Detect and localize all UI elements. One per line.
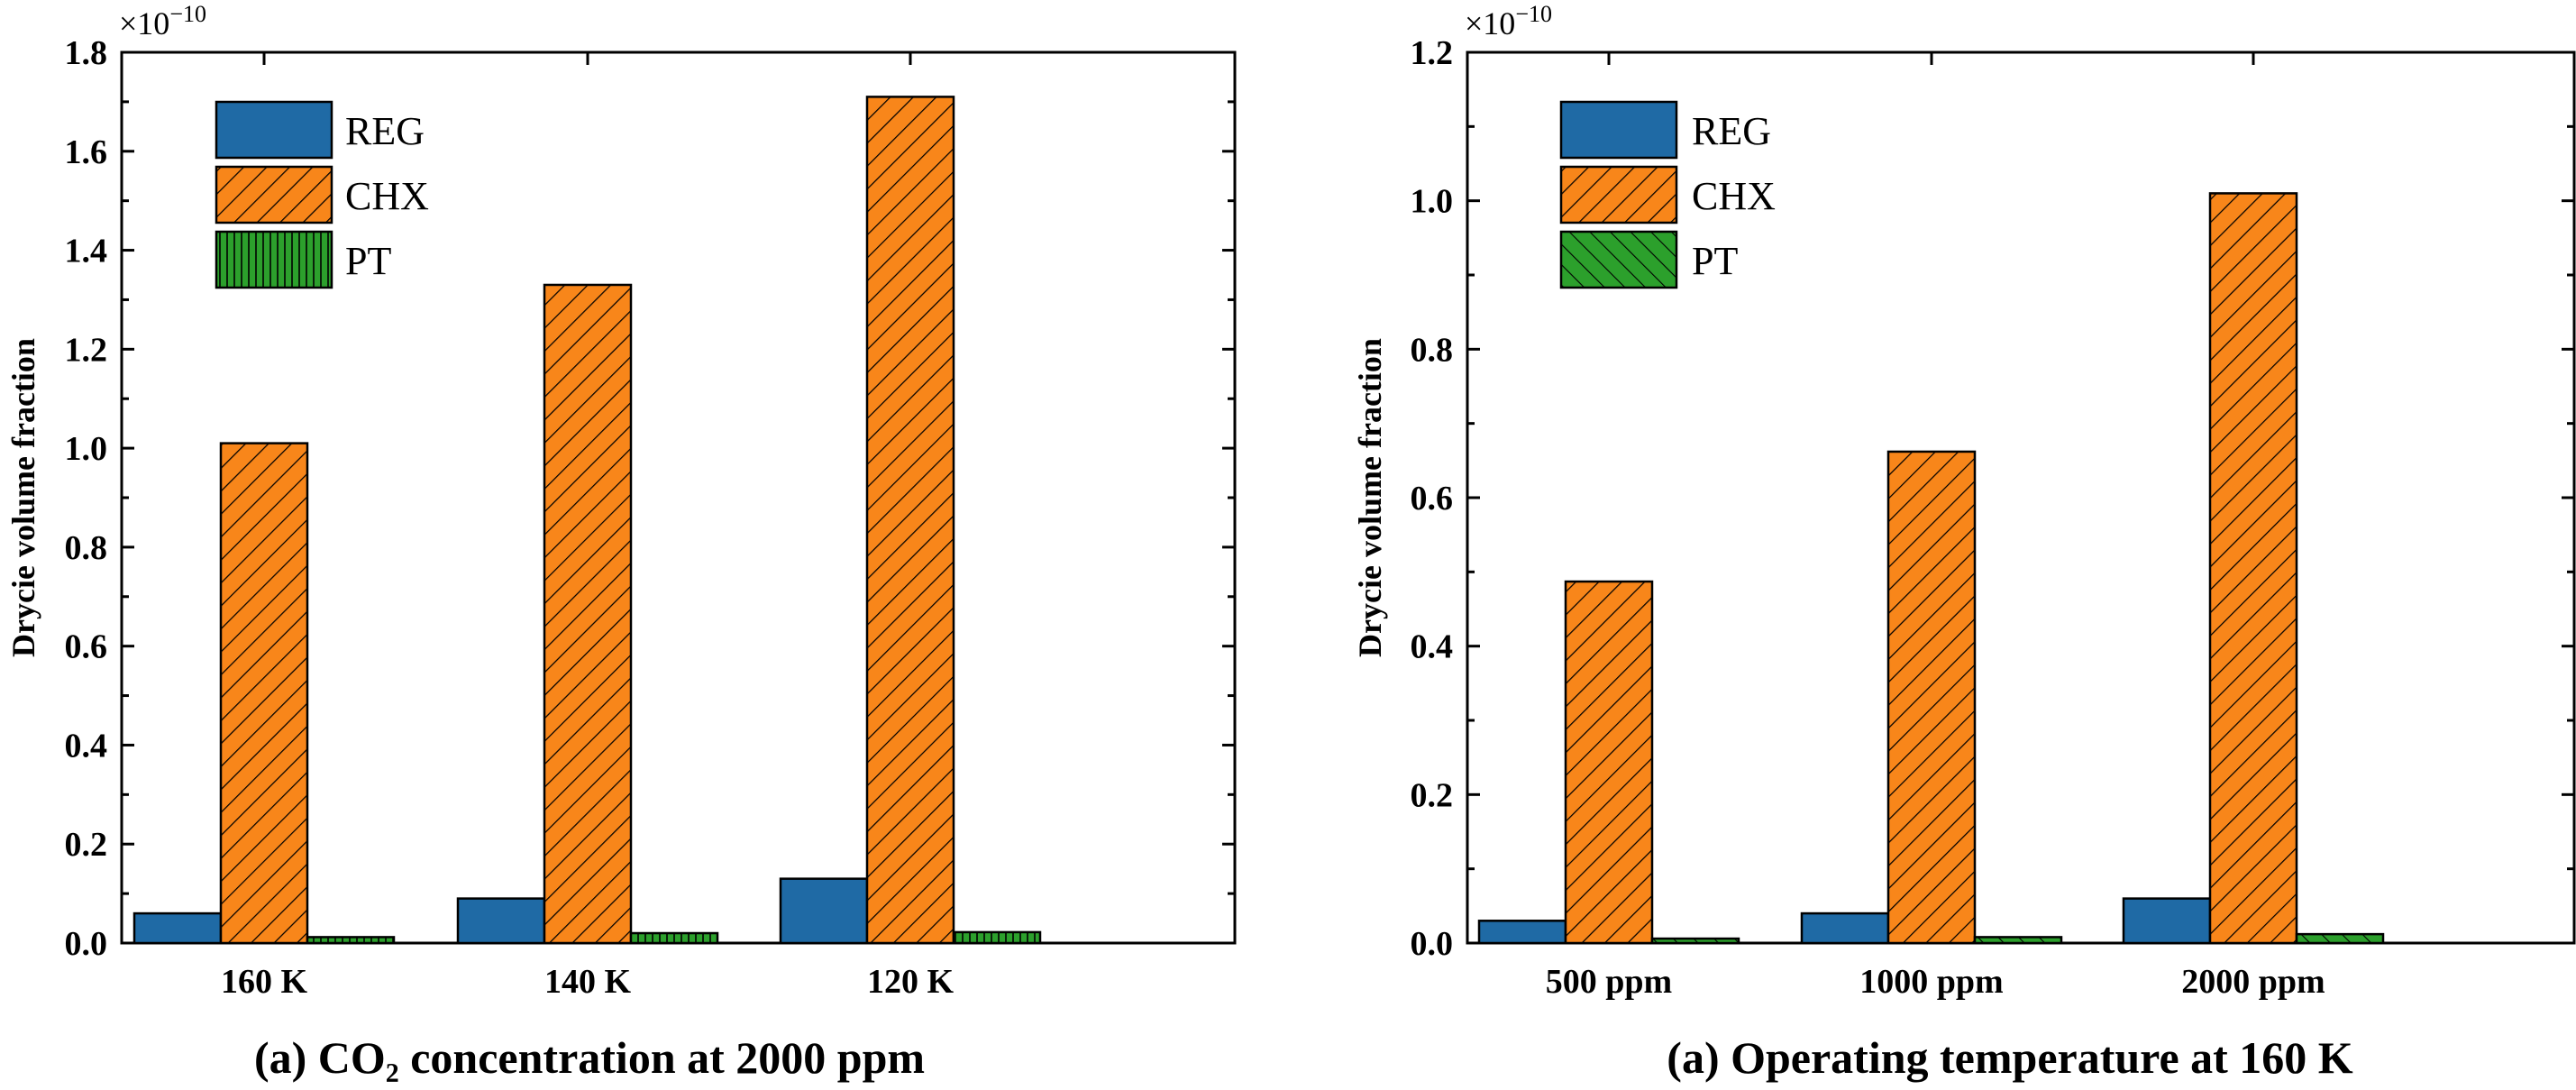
bar-reg [1800, 911, 1890, 945]
y-tick-label: 1.0 [1411, 183, 1454, 221]
bar-chx [2208, 192, 2298, 945]
legend-label-chx: CHX [345, 174, 429, 218]
bar-chx [865, 96, 955, 945]
bar-chx [1886, 450, 1977, 945]
legend: REG CHX PT [1559, 100, 1776, 289]
y-tick-label: 0.6 [1411, 480, 1454, 518]
y-tick-label: 0.0 [65, 925, 108, 963]
y-tick-label: 0.8 [65, 529, 108, 567]
bar-reg [2122, 897, 2212, 945]
legend-label-reg: REG [1692, 109, 1771, 153]
legend-swatch-reg [1559, 100, 1678, 160]
x-tick-label: 120 K [867, 963, 955, 1001]
y-tick-label: 1.6 [65, 133, 108, 171]
y-tick-label: 0.2 [1411, 776, 1454, 814]
x-tick-label: 2000 ppm [2181, 963, 2325, 1001]
bar-chx [219, 442, 309, 945]
legend-swatch-pt [1559, 230, 1678, 289]
chart-caption: (a) CO₂ concentration at 2000 ppm [254, 1032, 925, 1083]
legend: REG CHX PT [215, 100, 429, 289]
y-axis: 0.0 0.2 0.4 0.6 0.8 1.0 1.2 [1411, 34, 2574, 963]
y-tick-label: 0.4 [1411, 628, 1454, 666]
chart-operating-temperature: 0.0 0.2 0.4 0.6 0.8 1.0 1.2 500 ppm 1000 ppm 200… [1352, 1, 2576, 1083]
bars [1477, 192, 2385, 945]
x-tick-label: 160 K [221, 963, 308, 1001]
bar-pt [2295, 932, 2385, 945]
legend-label-pt: PT [1692, 239, 1738, 283]
x-tick-label: 1000 ppm [1859, 963, 2003, 1001]
bar-reg [456, 897, 546, 945]
legend-label-chx: CHX [1692, 174, 1776, 218]
bar-chx [543, 283, 633, 945]
y-axis-title: Drycie volume fraction [1352, 338, 1388, 657]
legend-label-reg: REG [345, 109, 425, 153]
bar-reg [779, 877, 869, 945]
y-tick-label: 1.2 [1411, 34, 1454, 72]
legend-swatch-chx [1559, 165, 1678, 224]
y-multiplier: ×10−10 [119, 1, 206, 41]
bar-pt [1650, 937, 1740, 945]
y-tick-label: 1.2 [65, 331, 108, 369]
chart-caption: (a) Operating temperature at 160 K [1667, 1032, 2353, 1083]
bar-reg [132, 911, 223, 945]
y-tick-label: 0.4 [65, 727, 108, 765]
y-tick-label: 1.0 [65, 430, 108, 468]
chart-co2-concentration: 0.0 0.2 0.4 0.6 0.8 1.0 1.2 1.4 1.6 1.8 160 K 140 … [5, 1, 1237, 1083]
legend-swatch-pt [215, 230, 333, 289]
y-tick-label: 0.0 [1411, 925, 1454, 963]
bar-reg [1477, 920, 1567, 945]
legend-swatch-reg [215, 100, 333, 160]
y-tick-label: 0.6 [65, 628, 108, 666]
y-axis-title: Drycie volume fraction [5, 338, 41, 657]
x-tick-label: 500 ppm [1546, 963, 1672, 1001]
y-tick-label: 1.8 [65, 34, 108, 72]
bar-pt [1973, 936, 2063, 945]
bar-pt [952, 930, 1042, 945]
bar-chx [1564, 580, 1654, 945]
bar-pt [629, 931, 719, 945]
y-axis: 0.0 0.2 0.4 0.6 0.8 1.0 1.2 1.4 1.6 1.8 [65, 34, 1235, 963]
x-axis: 500 ppm 1000 ppm 2000 ppm [1546, 52, 2325, 1001]
y-tick-label: 1.4 [65, 233, 108, 270]
bars [132, 96, 1042, 945]
y-tick-label: 0.8 [1411, 331, 1454, 369]
y-multiplier: ×10−10 [1465, 1, 1552, 41]
legend-label-pt: PT [345, 239, 391, 283]
x-tick-label: 140 K [544, 963, 632, 1001]
legend-swatch-chx [215, 165, 333, 224]
bar-pt [306, 936, 396, 945]
y-tick-label: 0.2 [65, 826, 108, 864]
